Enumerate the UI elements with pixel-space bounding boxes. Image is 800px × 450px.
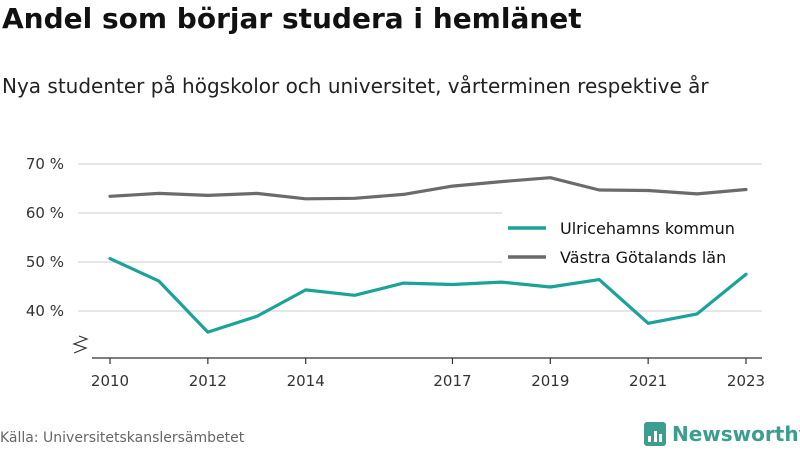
series-line-vastra-gotaland xyxy=(108,176,748,201)
legend-label: Ulricehamns kommun xyxy=(560,219,735,238)
chart-title: Andel som börjar studera i hemlänet xyxy=(2,2,582,35)
x-tick-label: 2017 xyxy=(433,372,471,390)
x-tick-label: 2021 xyxy=(629,372,667,390)
y-tick-label: 40 % xyxy=(26,302,64,320)
legend-box xyxy=(502,211,764,269)
x-tick-label: 2014 xyxy=(287,372,325,390)
x-tick-label: 2012 xyxy=(189,372,227,390)
x-tick-label: 2010 xyxy=(91,372,129,390)
newsworthy-logo: Newsworthy xyxy=(644,419,800,449)
line-chart: 40 % 50 % 60 % 70 % 2010 2012 2014 2017 2019 202… xyxy=(26,155,765,390)
series-line-ulricehamn xyxy=(108,257,748,334)
source-note: Källa: Universitetskanslersämbetet xyxy=(0,430,245,446)
legend: Ulricehamns kommun Västra Götalands län xyxy=(502,211,764,269)
y-tick-label: 50 % xyxy=(26,253,64,271)
axis-break-icon xyxy=(72,335,89,354)
brand-name: Newsworthy xyxy=(672,422,800,446)
y-tick-label: 70 % xyxy=(26,155,64,173)
x-tick-label: 2019 xyxy=(531,372,569,390)
x-axis-labels: 2010 2012 2014 2017 2019 2021 2023 xyxy=(91,372,765,390)
legend-label: Västra Götalands län xyxy=(560,248,726,267)
bar-chart-logo-icon xyxy=(644,422,666,446)
series-lines xyxy=(108,176,748,334)
chart-subtitle: Nya studenter på högskolor och universit… xyxy=(2,74,709,98)
x-axis xyxy=(72,335,762,364)
y-axis-labels: 40 % 50 % 60 % 70 % xyxy=(26,155,64,320)
y-tick-label: 60 % xyxy=(26,204,64,222)
x-tick-label: 2023 xyxy=(727,372,765,390)
